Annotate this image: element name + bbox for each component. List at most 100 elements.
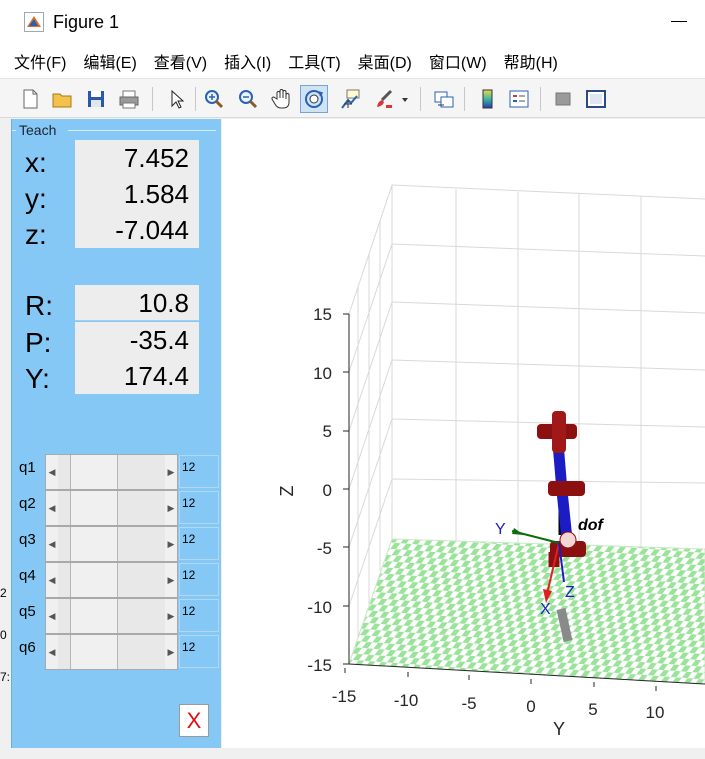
q6-slider-thumb[interactable] [70,635,118,669]
menu-help[interactable]: 帮助(H) [503,55,558,72]
x-label: x: [25,147,47,178]
menu-edit[interactable]: 编辑(E) [83,55,137,72]
z-value: -7.044 [75,212,199,248]
zoom-out-icon[interactable] [234,85,262,113]
window-title: Figure 1 [53,11,120,32]
chevron-left-icon[interactable]: ◀ [46,563,58,597]
menu-file[interactable]: 文件(F) [14,55,67,72]
z-axis-line [343,313,350,665]
menu-window[interactable]: 窗口(W) [428,55,487,72]
rotate-3d-icon[interactable] [300,85,328,113]
chevron-right-icon[interactable]: ▶ [165,455,177,489]
y-axis-line [344,663,705,691]
chevron-left-icon[interactable]: ◀ [46,635,58,669]
y-tick: 10 [646,703,665,722]
zoom-in-icon[interactable] [200,85,228,113]
chevron-down-icon[interactable] [398,85,412,113]
chevron-right-icon[interactable]: ▶ [165,527,177,561]
pointer-icon[interactable] [162,85,190,113]
q1-slider[interactable]: ◀ ▶ [45,454,178,490]
q2-slider-thumb[interactable] [70,491,118,525]
y-tick: -5 [461,694,476,713]
z-axis-label: Z [277,486,297,497]
q5-value[interactable]: 12 [179,599,219,632]
q5-slider[interactable]: ◀ ▶ [45,598,178,634]
toolbar-separator [152,87,153,111]
background-fragment: 7: [0,670,11,684]
menu-insert[interactable]: 插入(I) [224,55,272,72]
new-figure-icon[interactable] [16,85,44,113]
z-tick: 0 [323,481,332,500]
print-icon[interactable] [115,85,143,113]
data-cursor-icon[interactable] [336,85,364,113]
z-tick: -15 [307,656,332,675]
background-fragment: 2 [0,586,7,600]
frame-y-arrowhead [512,528,524,535]
q2-value[interactable]: 12 [179,491,219,524]
y-tick: 0 [526,697,535,716]
plot-area[interactable]: 15 10 5 0 -5 -10 -15 Z -15 -10 -5 0 5 10… [222,119,705,759]
z-tick: -10 [307,598,332,617]
panel-border [68,130,216,131]
z-tick: 15 [313,305,332,324]
minimize-button[interactable] [671,21,687,22]
frame-x-arrow [546,542,560,595]
q2-label: q2 [19,495,36,512]
chevron-right-icon[interactable]: ▶ [165,491,177,525]
save-icon[interactable] [82,85,110,113]
menu-desktop[interactable]: 桌面(D) [357,55,412,72]
colorbar-icon[interactable] [473,85,501,113]
yaw-value: 174.4 [75,358,199,394]
q1-label: q1 [19,459,36,476]
chevron-right-icon[interactable]: ▶ [165,635,177,669]
chevron-right-icon[interactable]: ▶ [165,563,177,597]
q6-slider[interactable]: ◀ ▶ [45,634,178,670]
roll-label: R: [25,290,53,321]
q3-slider[interactable]: ◀ ▶ [45,526,178,562]
z-tick: 5 [323,422,332,441]
q5-slider-thumb[interactable] [70,599,118,633]
q6-value[interactable]: 12 [179,635,219,668]
toolbar-separator [464,87,465,111]
q1-slider-thumb[interactable] [70,455,118,489]
robot-name-label: dof [578,517,605,534]
window-bottom-edge [222,748,705,759]
y-axis-label: Y [553,719,565,739]
frame-x-arrowhead [543,589,552,603]
robot-joint [552,411,566,453]
end-effector-frame: Y X Z [495,521,575,618]
q4-slider[interactable]: ◀ ▶ [45,562,178,598]
pan-hand-icon[interactable] [268,85,296,113]
q4-value[interactable]: 12 [179,563,219,596]
open-file-icon[interactable] [48,85,76,113]
z-label: z: [25,219,47,250]
chevron-left-icon[interactable]: ◀ [46,491,58,525]
q3-label: q3 [19,531,36,548]
chevron-left-icon[interactable]: ◀ [46,599,58,633]
chevron-left-icon[interactable]: ◀ [46,527,58,561]
robot-3d-axes[interactable]: 15 10 5 0 -5 -10 -15 Z -15 -10 -5 0 5 10… [222,119,705,759]
hide-plot-tools-icon[interactable] [549,85,577,113]
legend-icon[interactable] [505,85,533,113]
brush-icon[interactable] [370,85,398,113]
q4-label: q4 [19,567,36,584]
z-tick: 10 [313,364,332,383]
link-plot-icon[interactable] [430,85,458,113]
show-plot-tools-icon[interactable] [582,85,610,113]
chevron-right-icon[interactable]: ▶ [165,599,177,633]
q3-value[interactable]: 12 [179,527,219,560]
toolbar-separator [540,87,541,111]
roll-value: 10.8 [75,285,199,321]
menu-tools[interactable]: 工具(T) [288,55,341,72]
close-button[interactable]: X [179,704,209,737]
y-value: 1.584 [75,176,199,212]
q4-slider-thumb[interactable] [70,563,118,597]
frame-z-label: Z [565,584,575,601]
chevron-left-icon[interactable]: ◀ [46,455,58,489]
q2-slider[interactable]: ◀ ▶ [45,490,178,526]
q5-label: q5 [19,603,36,620]
q1-value[interactable]: 12 [179,455,219,488]
q3-slider-thumb[interactable] [70,527,118,561]
q6-label: q6 [19,639,36,656]
menu-view[interactable]: 查看(V) [153,55,208,72]
